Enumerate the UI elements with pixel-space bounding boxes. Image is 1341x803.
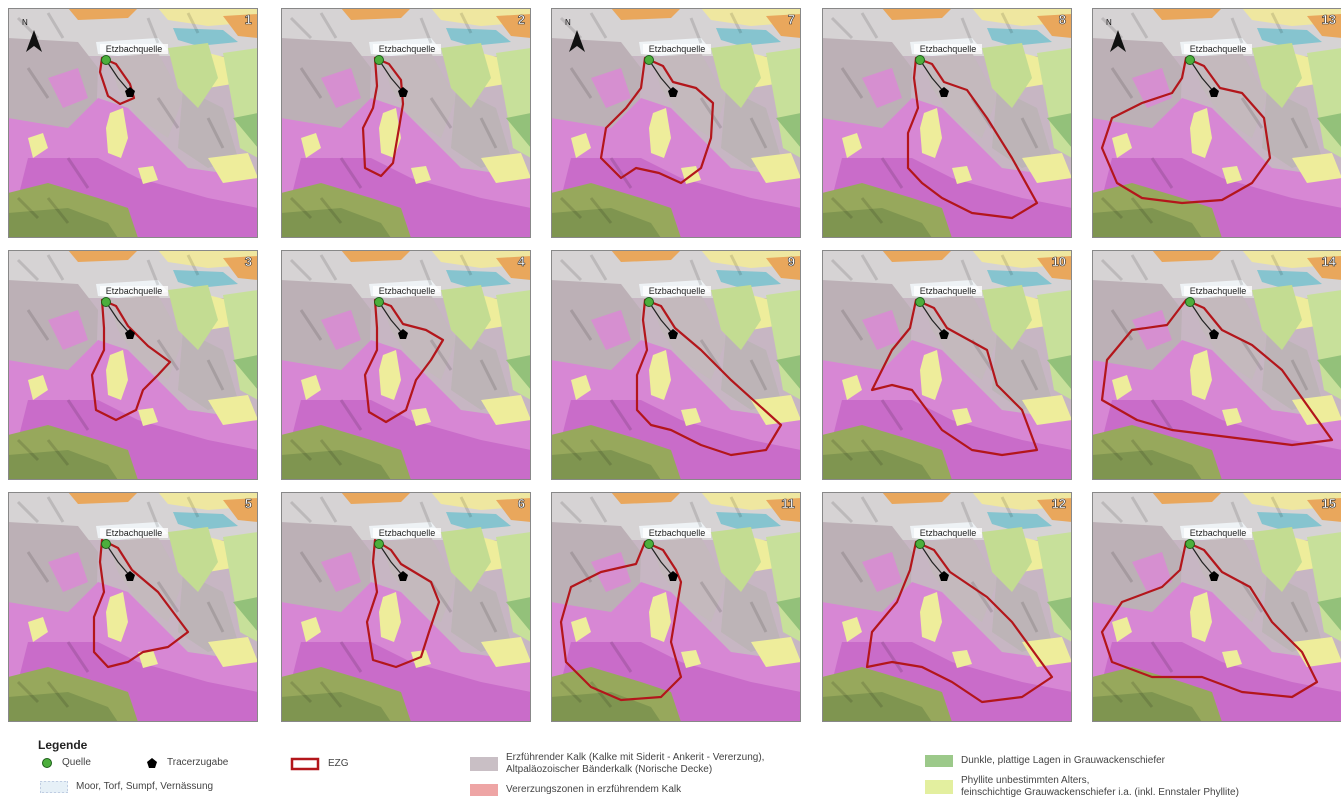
- page: {"panels": [ {"number": "1", "label": "E…: [0, 0, 1341, 803]
- legend-text: Erzführender Kalk (Kalke mit Siderit - A…: [506, 752, 764, 776]
- spring-label: Etzbachquelle: [106, 286, 163, 296]
- spring-label: Etzbachquelle: [106, 44, 163, 54]
- basemap: [551, 250, 801, 480]
- map-panel: Etzbachquelle 9: [551, 250, 801, 480]
- spring-marker: [375, 298, 384, 307]
- map-panel: Etzbachquelle 15: [1092, 492, 1341, 722]
- spring-marker: [102, 56, 111, 65]
- panel-number: 14: [1322, 254, 1337, 269]
- basemap: [1092, 250, 1341, 480]
- legend-text: Dunkle, plattige Lagen in Grauwackenschi…: [961, 755, 1165, 767]
- panel-number: 4: [518, 254, 526, 269]
- panel-number: 7: [788, 12, 795, 27]
- panel-number: 2: [518, 12, 525, 27]
- map-panel: Etzbachquelle 12: [822, 492, 1072, 722]
- map-panel: Etzbachquelle 8: [822, 8, 1072, 238]
- map-panel: Etzbachquelle 4: [281, 250, 531, 480]
- spring-marker: [916, 540, 925, 549]
- panel-number: 8: [1059, 12, 1066, 27]
- legend-text: EZG: [328, 758, 349, 770]
- panel-number: 9: [788, 254, 795, 269]
- spring-label: Etzbachquelle: [379, 528, 436, 538]
- map-panel: Etzbachquelle 6: [281, 492, 531, 722]
- spring-label: Etzbachquelle: [1190, 528, 1247, 538]
- spring-marker: [916, 56, 925, 65]
- spring-label: Etzbachquelle: [379, 44, 436, 54]
- legend-text: Quelle: [62, 757, 91, 769]
- spring-marker: [1186, 540, 1195, 549]
- legend-catchment: EZG: [290, 757, 349, 771]
- legend-text: Tracerzugabe: [167, 757, 228, 769]
- spring-label: Etzbachquelle: [649, 528, 706, 538]
- spring-marker: [102, 540, 111, 549]
- north-label: N: [1106, 18, 1112, 27]
- spring-label: Etzbachquelle: [1190, 286, 1247, 296]
- panel-number: 11: [781, 496, 795, 511]
- map-panel: Etzbachquelle 2: [281, 8, 531, 238]
- legend-ore-zones: Vererzungszonen in erzführendem Kalk: [470, 784, 681, 796]
- panel-number: 12: [1052, 496, 1066, 511]
- legend-title: Legende: [38, 738, 87, 752]
- panel-number: 3: [245, 254, 252, 269]
- spring-marker: [102, 298, 111, 307]
- legend-tracer: Tracerzugabe: [145, 757, 228, 769]
- map-panel: Etzbachquelle 1 N: [8, 8, 258, 238]
- basemap: [8, 492, 258, 722]
- spring-label: Etzbachquelle: [106, 528, 163, 538]
- legend-phyllite: Phyllite unbestimmten Alters,feinschicht…: [925, 775, 1239, 799]
- basemap: [551, 8, 801, 238]
- basemap: [1092, 492, 1341, 722]
- legend-moor: Moor, Torf, Sumpf, Vernässung: [40, 781, 213, 793]
- spring-marker: [1186, 298, 1195, 307]
- map-panel: Etzbachquelle 10: [822, 250, 1072, 480]
- spring-label: Etzbachquelle: [379, 286, 436, 296]
- panel-number: 13: [1322, 12, 1336, 27]
- spring-marker: [1186, 56, 1195, 65]
- spring-marker: [645, 56, 654, 65]
- spring-marker: [375, 56, 384, 65]
- map-grid: Etzbachquelle1NEtzbachquelle2Etzbachquel…: [0, 0, 1341, 730]
- spring-marker: [645, 540, 654, 549]
- legend-source: Quelle: [40, 757, 91, 769]
- basemap: [1092, 8, 1341, 238]
- map-panel: Etzbachquelle 13 N: [1092, 8, 1341, 238]
- spring-label: Etzbachquelle: [920, 528, 977, 538]
- spring-marker: [916, 298, 925, 307]
- north-label: N: [22, 18, 28, 27]
- panel-number: 5: [245, 496, 252, 511]
- basemap: [281, 492, 531, 722]
- panel-number: 6: [518, 496, 525, 511]
- north-label: N: [565, 18, 571, 27]
- legend-dark-layers: Dunkle, plattige Lagen in Grauwackenschi…: [925, 755, 1165, 767]
- map-panel: Etzbachquelle 5: [8, 492, 258, 722]
- basemap: [8, 250, 258, 480]
- legend-limestone: Erzführender Kalk (Kalke mit Siderit - A…: [470, 752, 764, 776]
- spring-marker: [645, 298, 654, 307]
- map-panel: Etzbachquelle 14: [1092, 250, 1341, 480]
- map-panel: Etzbachquelle 11: [551, 492, 801, 722]
- legend-text: Vererzungszonen in erzführendem Kalk: [506, 784, 681, 796]
- legend-text: Phyllite unbestimmten Alters,feinschicht…: [961, 775, 1239, 799]
- basemap: [281, 250, 531, 480]
- spring-label: Etzbachquelle: [920, 286, 977, 296]
- panel-number: 1: [245, 12, 252, 27]
- map-panel: Etzbachquelle 7 N: [551, 8, 801, 238]
- spring-label: Etzbachquelle: [649, 44, 706, 54]
- spring-label: Etzbachquelle: [1190, 44, 1247, 54]
- spring-label: Etzbachquelle: [920, 44, 977, 54]
- panel-number: 10: [1052, 254, 1066, 269]
- panel-number: 15: [1322, 496, 1336, 511]
- legend-text: Moor, Torf, Sumpf, Vernässung: [76, 781, 213, 793]
- spring-label: Etzbachquelle: [649, 286, 706, 296]
- basemap: [8, 8, 258, 238]
- basemap: [281, 8, 531, 238]
- map-panel: Etzbachquelle 3: [8, 250, 258, 480]
- spring-marker: [375, 540, 384, 549]
